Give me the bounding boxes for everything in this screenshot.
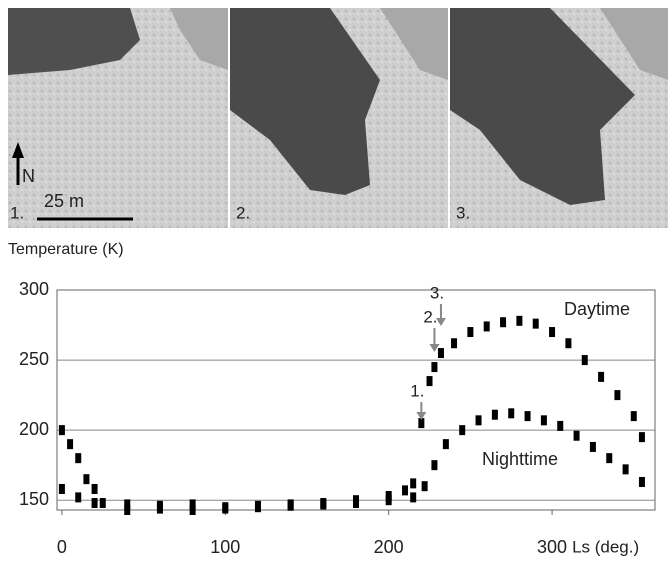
x-tick-label: 200 — [374, 537, 404, 557]
data-point — [410, 492, 417, 503]
panel-label: 3. — [456, 203, 470, 222]
y-tick-label: 250 — [19, 349, 49, 369]
data-point — [91, 483, 98, 494]
data-point — [451, 338, 458, 349]
data-point — [222, 503, 229, 514]
data-point — [606, 453, 613, 464]
data-point — [124, 499, 131, 510]
data-point — [320, 499, 327, 510]
data-point — [557, 420, 564, 431]
data-point — [532, 318, 539, 329]
data-point — [442, 439, 449, 450]
data-point — [431, 460, 438, 471]
data-point — [467, 327, 474, 338]
data-point — [418, 418, 425, 429]
data-point — [622, 464, 629, 475]
data-point — [67, 439, 74, 450]
scale-label: 25 m — [44, 191, 84, 211]
data-point — [421, 481, 428, 492]
data-point — [614, 390, 621, 401]
data-point — [431, 362, 438, 373]
data-point — [91, 497, 98, 508]
data-point — [500, 317, 507, 328]
data-point — [287, 500, 294, 511]
plot-frame — [56, 289, 656, 511]
data-point — [459, 425, 466, 436]
data-point — [410, 478, 417, 489]
annotation: 1. — [410, 381, 424, 400]
panel-3: 3. — [450, 8, 668, 228]
panel-2: 2. — [230, 8, 448, 228]
data-point — [581, 355, 588, 366]
x-tick-label: 300 — [537, 537, 567, 557]
data-point — [589, 441, 596, 452]
data-point — [75, 492, 82, 503]
y-tick-label: 150 — [19, 489, 49, 509]
panel-label: 1. — [10, 203, 24, 222]
data-point — [598, 371, 605, 382]
annotation: 3. — [430, 283, 444, 302]
legend-label: Daytime — [564, 299, 630, 319]
data-point — [437, 348, 444, 359]
data-point — [83, 474, 90, 485]
plot: 150 200 250 300 0 100 200 300 Ls (deg.) 1. 2. 3. — [19, 279, 656, 557]
data-point — [75, 453, 82, 464]
data-point — [58, 483, 65, 494]
data-point — [189, 499, 196, 510]
data-point — [254, 502, 261, 513]
annotation-arrowhead — [429, 344, 440, 352]
x-axis-label: Ls (deg.) — [572, 537, 639, 556]
data-point — [573, 430, 580, 441]
data-point — [426, 376, 433, 387]
data-point — [483, 321, 490, 332]
x-tick-label: 100 — [210, 537, 240, 557]
data-point — [475, 415, 482, 426]
data-point — [516, 315, 523, 326]
data-point — [524, 411, 531, 422]
y-tick-label: 300 — [19, 279, 49, 299]
annotation-arrowhead — [416, 412, 427, 420]
data-point — [385, 495, 392, 506]
data-point — [353, 497, 359, 508]
data-point — [189, 505, 196, 515]
y-axis-label: Temperature (K) — [8, 241, 124, 258]
panel-label: 2. — [236, 203, 250, 222]
data-point — [402, 485, 409, 496]
data-point — [638, 476, 645, 487]
data-point — [565, 338, 572, 349]
data-point — [99, 497, 106, 508]
data-point — [124, 505, 131, 515]
data-point — [540, 415, 547, 426]
legend-label: Nighttime — [482, 449, 558, 469]
data-point — [638, 432, 645, 443]
data-point — [549, 327, 556, 338]
north-label: N — [22, 166, 35, 186]
x-tick-label: 0 — [57, 537, 67, 557]
annotation: 2. — [423, 307, 437, 326]
data-point — [491, 409, 498, 420]
data-point — [630, 411, 637, 422]
data-point — [58, 425, 65, 436]
data-point — [508, 408, 515, 419]
y-tick-label: 200 — [19, 419, 49, 439]
data-point — [156, 503, 163, 514]
panel-1: 1. 25 m N — [8, 8, 228, 228]
annotation-arrowhead — [435, 318, 446, 326]
